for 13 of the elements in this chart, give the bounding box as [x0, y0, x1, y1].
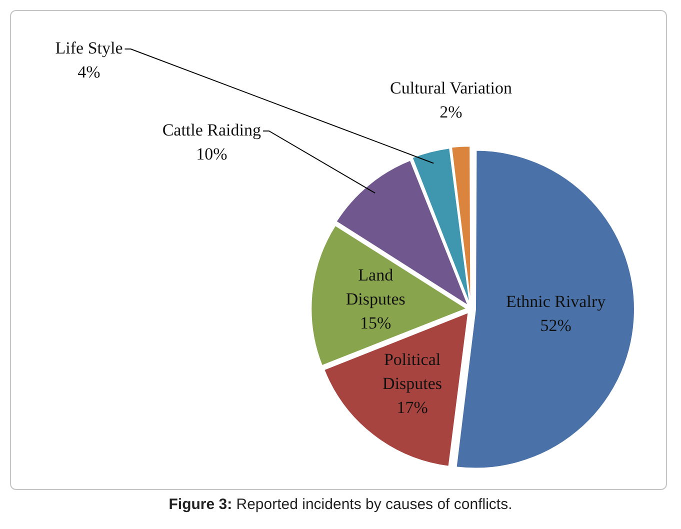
slice-label: Political Disputes	[382, 350, 442, 394]
data-label: 17%	[396, 398, 428, 418]
slice-label: Cattle Raiding	[162, 120, 262, 140]
data-label: 2%	[440, 102, 462, 122]
slice-label: Ethnic Rivalry	[506, 292, 606, 311]
data-label: 15%	[360, 313, 392, 332]
slice-label: Cultural Variation	[390, 78, 512, 98]
data-label: 10%	[196, 144, 228, 164]
caption: Figure 3: Reported incidents by causes of conflicts.	[168, 496, 514, 513]
data-label: 52%	[540, 316, 572, 335]
slice-label: Land Disputes	[346, 265, 406, 308]
data-label: 4%	[78, 62, 100, 82]
slice-label: Life Style	[55, 38, 123, 58]
